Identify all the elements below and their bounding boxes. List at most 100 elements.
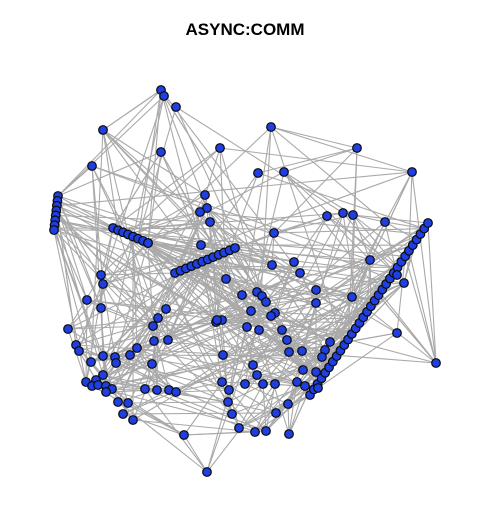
graph-edge bbox=[78, 95, 165, 352]
graph-node bbox=[338, 208, 348, 218]
graph-title: ASYNC:COMM bbox=[185, 20, 305, 39]
graph-edge bbox=[384, 221, 417, 241]
graph-node bbox=[98, 279, 108, 289]
graph-edge bbox=[100, 272, 176, 276]
graph-edge bbox=[229, 172, 259, 251]
graph-edge bbox=[100, 227, 114, 276]
graph-edge bbox=[225, 278, 272, 317]
graph-edge bbox=[351, 259, 371, 298]
graph-edge bbox=[56, 205, 176, 274]
graph-edge bbox=[54, 224, 88, 301]
graph-edge bbox=[175, 381, 223, 393]
graph-node bbox=[74, 346, 84, 356]
graph-edge bbox=[90, 129, 104, 363]
graph-node bbox=[118, 409, 128, 419]
graph-edge bbox=[215, 302, 317, 323]
graph-edge bbox=[274, 312, 317, 373]
graph-node bbox=[218, 350, 228, 360]
graph-node bbox=[132, 343, 142, 353]
graph-edge bbox=[317, 332, 398, 389]
graph-edge bbox=[231, 385, 306, 415]
graph-edge bbox=[165, 254, 220, 310]
graph-node bbox=[242, 322, 252, 332]
graph-node bbox=[234, 423, 244, 433]
graph-edge bbox=[265, 274, 398, 303]
graph-edge bbox=[147, 126, 272, 244]
graph-node bbox=[253, 168, 263, 178]
graph-node bbox=[161, 304, 171, 314]
graph-edge bbox=[165, 308, 352, 335]
graph-edge bbox=[167, 261, 203, 341]
graph-node bbox=[252, 370, 262, 380]
graph-edge bbox=[228, 389, 240, 429]
graph-edge bbox=[283, 147, 358, 173]
graph-edge bbox=[270, 126, 358, 149]
graph-edge bbox=[219, 147, 413, 173]
graph-edge bbox=[127, 256, 214, 404]
graph-edge bbox=[221, 294, 243, 321]
graph-edge bbox=[234, 247, 295, 263]
graph-node bbox=[237, 290, 247, 300]
graph-node bbox=[399, 278, 409, 288]
graph-edge bbox=[222, 354, 246, 385]
graph-edge bbox=[129, 268, 187, 356]
graph-edge bbox=[238, 383, 318, 429]
graph-node bbox=[248, 360, 258, 370]
graph-edge bbox=[167, 263, 198, 341]
graph-edge bbox=[56, 205, 102, 309]
graph-node bbox=[300, 381, 310, 391]
graph-node bbox=[261, 426, 271, 436]
graph-edge bbox=[326, 215, 398, 268]
graph-edge bbox=[165, 308, 169, 341]
graph-node bbox=[246, 306, 256, 316]
graph-node bbox=[313, 383, 323, 393]
graph-node bbox=[156, 147, 166, 157]
graph-edge bbox=[105, 319, 223, 387]
graph-edge bbox=[174, 211, 201, 274]
graph-node bbox=[279, 167, 289, 177]
graph-node bbox=[266, 122, 276, 132]
graph-node bbox=[223, 397, 233, 407]
graph-edge bbox=[91, 385, 267, 432]
graph-edge bbox=[167, 319, 218, 341]
graph-edge bbox=[270, 261, 295, 317]
graph-edge bbox=[396, 256, 406, 334]
graph-node bbox=[93, 380, 103, 390]
graph-node bbox=[284, 429, 294, 439]
graph-edge bbox=[102, 129, 258, 293]
graph-node bbox=[317, 352, 327, 362]
graph-node bbox=[128, 415, 138, 425]
graph-node bbox=[98, 370, 108, 380]
graph-node bbox=[195, 207, 205, 217]
graph-node bbox=[298, 365, 308, 375]
graph-node bbox=[123, 398, 133, 408]
graph-node bbox=[49, 225, 59, 235]
graph-edge bbox=[219, 147, 263, 297]
graph-node bbox=[423, 218, 433, 228]
graph-edge bbox=[227, 126, 272, 403]
graph-edge bbox=[273, 214, 354, 234]
graph-node bbox=[311, 367, 321, 377]
graph-node bbox=[96, 303, 106, 313]
graph-node bbox=[311, 298, 321, 308]
graph-edge bbox=[408, 171, 413, 251]
graph-edge bbox=[112, 147, 221, 229]
graph-edge bbox=[102, 129, 225, 253]
graph-node bbox=[292, 377, 302, 387]
graph-edge bbox=[258, 329, 304, 371]
graph-edge bbox=[102, 242, 149, 285]
graph-edge bbox=[352, 214, 371, 261]
graph-edge bbox=[57, 89, 162, 197]
graph-edge bbox=[117, 229, 248, 328]
graph-edge bbox=[274, 221, 386, 314]
graph-edge bbox=[175, 106, 344, 214]
graph-edge bbox=[207, 259, 276, 385]
graph-edge bbox=[122, 231, 398, 268]
graph-edge bbox=[111, 340, 155, 390]
graph-edge bbox=[57, 195, 119, 231]
graph-node bbox=[365, 255, 375, 265]
graph-edge bbox=[196, 263, 218, 321]
node-layer bbox=[49, 85, 441, 477]
graph-edge bbox=[270, 126, 386, 223]
graph-edge bbox=[408, 250, 437, 364]
